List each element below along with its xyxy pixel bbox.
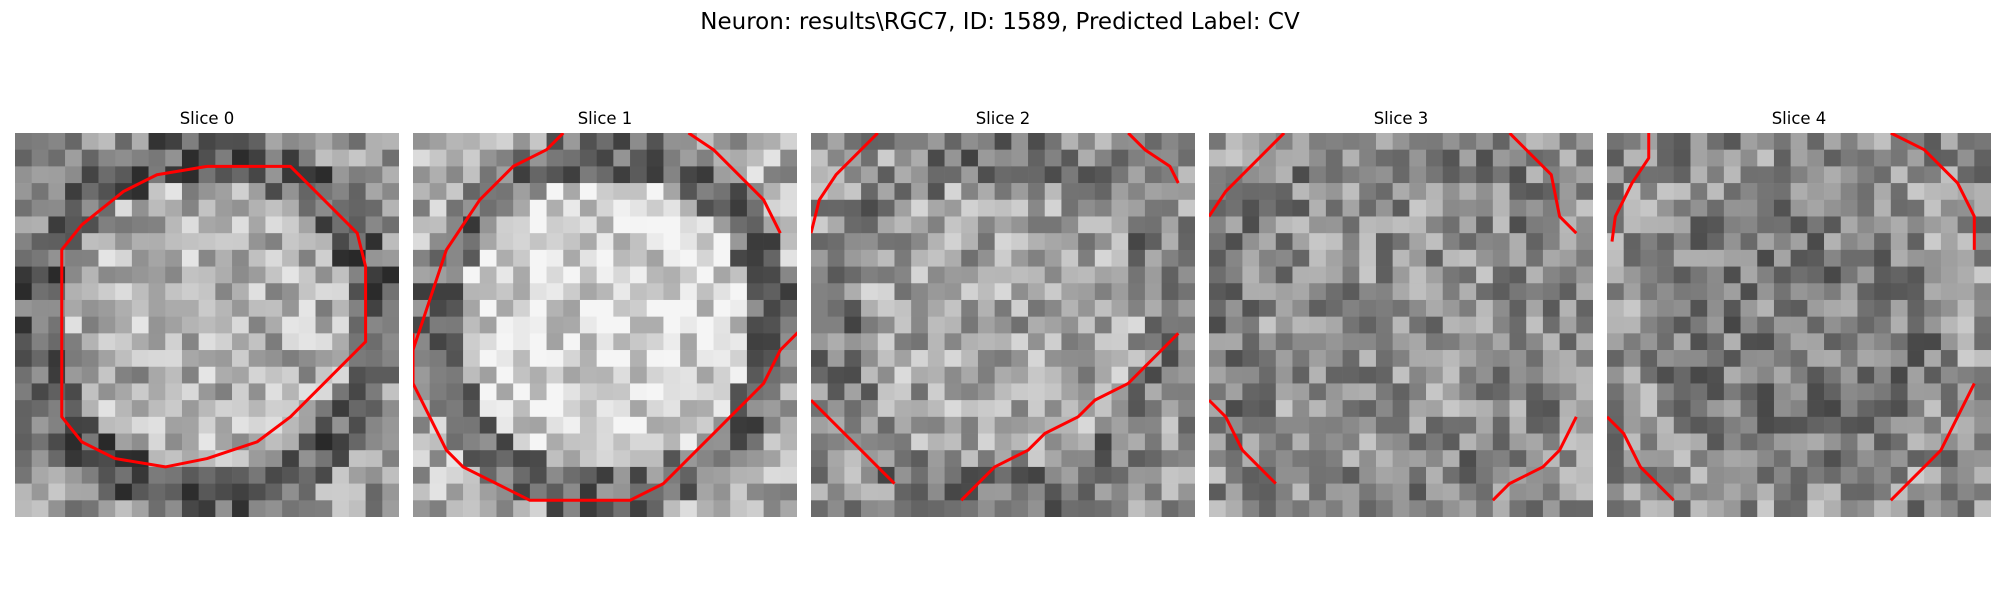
slice-image-3	[1209, 133, 1593, 517]
slice-panel-0: Slice 0	[15, 108, 399, 517]
slice-image-0	[15, 133, 399, 517]
pixel-grid	[811, 133, 1195, 517]
contour-line	[1607, 415, 1675, 502]
slice-panel-2: Slice 2	[811, 108, 1195, 517]
contour-line	[1889, 382, 1976, 502]
contour-line	[1890, 133, 1976, 250]
pixel-grid	[413, 133, 797, 517]
contour-line	[1610, 133, 1651, 242]
slice-title: Slice 2	[975, 109, 1031, 128]
contour-line	[811, 133, 879, 234]
contour-line	[811, 399, 896, 485]
pixel-grid	[1209, 133, 1593, 517]
slice-panel-1: Slice 1	[413, 108, 797, 517]
contour-line	[960, 332, 1180, 502]
figure-title: Neuron: results\RGC7, ID: 1589, Predicte…	[700, 9, 1300, 35]
slice-title: Slice 0	[179, 109, 235, 128]
slice-title: Slice 4	[1771, 109, 1827, 128]
pixel-grid	[1607, 133, 1991, 517]
contour-line	[1209, 133, 1286, 218]
contour-line	[1508, 133, 1578, 235]
slice-image-2	[811, 133, 1195, 517]
contour-line	[1209, 399, 1277, 485]
contour-line	[60, 164, 368, 469]
slice-title: Slice 1	[577, 109, 633, 128]
slice-title: Slice 3	[1373, 109, 1429, 128]
slice-panel-4: Slice 4	[1607, 108, 1991, 517]
contour-line	[413, 133, 797, 502]
slice-image-4	[1607, 133, 1991, 517]
contour-line	[1127, 133, 1180, 184]
contour-line	[687, 133, 782, 234]
pixel-grid	[15, 133, 399, 517]
slice-image-1	[413, 133, 797, 517]
contour-line	[1491, 416, 1578, 502]
slice-panel-3: Slice 3	[1209, 108, 1593, 517]
